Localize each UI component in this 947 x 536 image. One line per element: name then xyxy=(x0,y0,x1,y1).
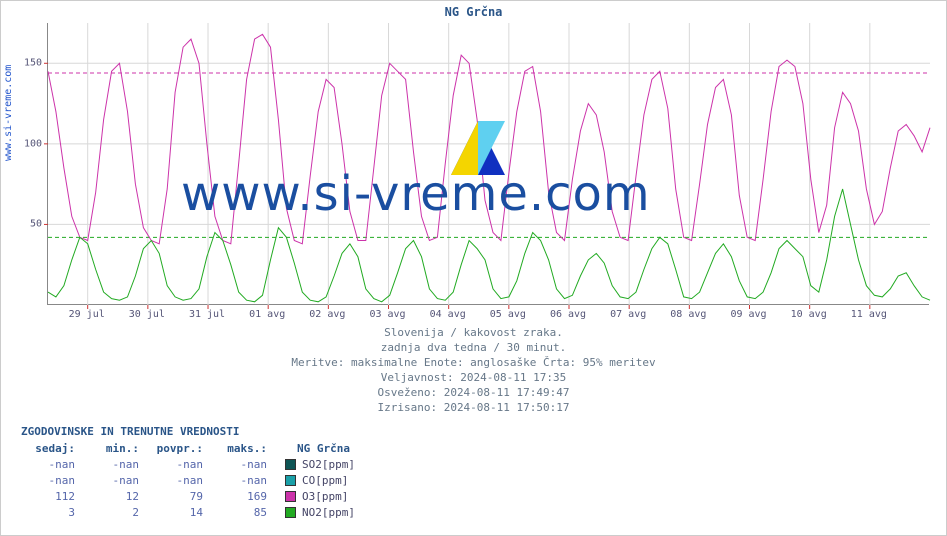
x-tick-label: 08 avg xyxy=(670,309,706,320)
stats-cell-max: 169 xyxy=(213,490,277,503)
stats-cell-now: 112 xyxy=(21,490,85,503)
stats-cell-min: 2 xyxy=(85,506,149,519)
x-tick-label: 02 avg xyxy=(309,309,345,320)
x-tick-label: 10 avg xyxy=(791,309,827,320)
caption-line: zadnja dva tedna / 30 minut. xyxy=(1,340,946,355)
x-tick-label: 30 jul xyxy=(129,309,165,320)
x-tick-label: 01 avg xyxy=(249,309,285,320)
col-header-now: sedaj: xyxy=(21,442,85,455)
caption-line: Meritve: maksimalne Enote: anglosaške Čr… xyxy=(1,355,946,370)
y-tick-label: 50 xyxy=(30,219,42,230)
caption-line: Slovenija / kakovost zraka. xyxy=(1,325,946,340)
stats-row: 321485 NO2[ppm] xyxy=(21,504,355,520)
y-axis-source-label: www.si-vreme.com xyxy=(3,65,14,161)
series-label: CO[ppm] xyxy=(302,474,348,487)
series-swatch-icon xyxy=(285,459,296,470)
stats-cell-min: -nan xyxy=(85,458,149,471)
x-tick-label: 04 avg xyxy=(430,309,466,320)
stats-cell-avg: -nan xyxy=(149,474,213,487)
col-header-avg: povpr.: xyxy=(149,442,213,455)
stats-cell-avg: -nan xyxy=(149,458,213,471)
y-tick-label: 150 xyxy=(24,58,42,69)
stats-cell-min: 12 xyxy=(85,490,149,503)
stats-cell-avg: 14 xyxy=(149,506,213,519)
x-tick-label: 31 jul xyxy=(189,309,225,320)
stats-table-title: ZGODOVINSKE IN TRENUTNE VREDNOSTI xyxy=(21,425,355,438)
x-tick-label: 03 avg xyxy=(369,309,405,320)
col-header-max: maks.: xyxy=(213,442,277,455)
stats-cell-now: -nan xyxy=(21,458,85,471)
series-swatch-icon xyxy=(285,507,296,518)
x-tick-label: 11 avg xyxy=(851,309,887,320)
watermark-text: www.si-vreme.com xyxy=(181,166,651,222)
stats-cell-min: -nan xyxy=(85,474,149,487)
x-tick-label: 06 avg xyxy=(550,309,586,320)
stats-cell-now: -nan xyxy=(21,474,85,487)
series-label: SO2[ppm] xyxy=(302,458,355,471)
stats-cell-max: -nan xyxy=(213,458,277,471)
stats-row: -nan-nan-nan-nanCO[ppm] xyxy=(21,472,355,488)
series-swatch-icon xyxy=(285,491,296,502)
col-header-min: min.: xyxy=(85,442,149,455)
x-tick-label: 29 jul xyxy=(69,309,105,320)
series-label: O3[ppm] xyxy=(302,490,348,503)
caption-line: Veljavnost: 2024-08-11 17:35 xyxy=(1,370,946,385)
stats-cell-now: 3 xyxy=(21,506,85,519)
x-tick-label: 05 avg xyxy=(490,309,526,320)
x-tick-label: 07 avg xyxy=(610,309,646,320)
stats-cell-avg: 79 xyxy=(149,490,213,503)
stats-table: ZGODOVINSKE IN TRENUTNE VREDNOSTI sedaj:… xyxy=(21,425,355,520)
x-tick-label: 09 avg xyxy=(730,309,766,320)
col-header-station: NG Grčna xyxy=(297,442,350,455)
stats-header-row: sedaj: min.: povpr.: maks.: NG Grčna xyxy=(21,440,355,456)
caption-line: Osveženo: 2024-08-11 17:49:47 xyxy=(1,385,946,400)
chart-title: NG Grčna xyxy=(1,5,946,19)
stats-cell-max: 85 xyxy=(213,506,277,519)
stats-row: -nan-nan-nan-nanSO2[ppm] xyxy=(21,456,355,472)
stats-row: 1121279169 O3[ppm] xyxy=(21,488,355,504)
y-tick-label: 100 xyxy=(24,138,42,149)
series-label: NO2[ppm] xyxy=(302,506,355,519)
stats-cell-max: -nan xyxy=(213,474,277,487)
caption-line: Izrisano: 2024-08-11 17:50:17 xyxy=(1,400,946,415)
series-swatch-icon xyxy=(285,475,296,486)
caption-block: Slovenija / kakovost zraka. zadnja dva t… xyxy=(1,325,946,415)
